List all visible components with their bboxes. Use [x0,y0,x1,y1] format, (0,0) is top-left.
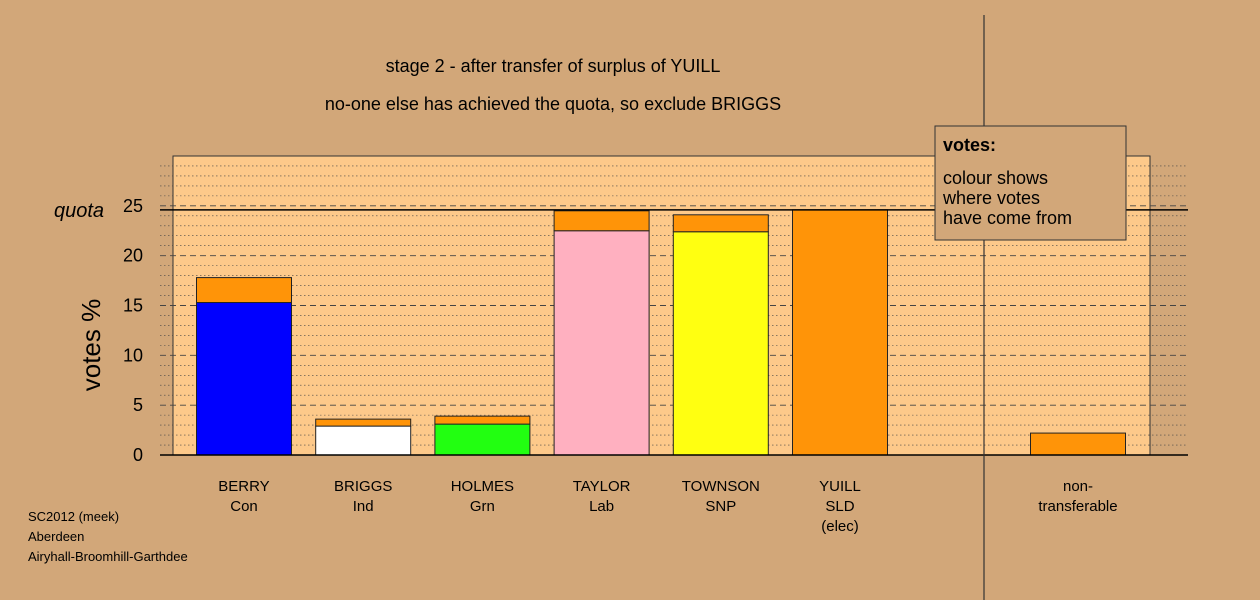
category-label-nontransferable: non- [1063,478,1093,495]
y-tick-label: 20 [123,246,143,266]
category-label: TAYLOR [573,478,631,495]
category-label: HOLMES [451,478,514,495]
category-label: (elec) [821,518,859,535]
bar-own-yuill [792,209,888,456]
y-tick-label: 10 [123,345,143,365]
category-label: Ind [353,498,374,515]
chart-subtitle: no-one else has achieved the quota, so e… [325,94,781,114]
legend-title: votes: [943,135,996,155]
bar-own-townson [672,231,769,456]
category-label: BERRY [218,478,269,495]
bar-transfer-taylor [553,210,650,232]
bar-transfer-townson [672,214,769,233]
footer-line-1: SC2012 (meek) [28,509,119,524]
bar-transfer-briggs [315,418,412,427]
y-tick-label: 25 [123,196,143,216]
category-label: BRIGGS [334,478,392,495]
y-tick-label: 0 [133,445,143,465]
bar-own-taylor [553,230,650,456]
footer-line-3: Airyhall-Broomhill-Garthdee [28,549,188,564]
category-label: YUILL [819,478,861,495]
category-label: SNP [705,498,736,515]
bars [196,209,1126,456]
legend-box [934,125,1127,241]
category-label: Grn [470,498,495,515]
y-tick-label: 5 [133,395,143,415]
legend-line-2: where votes [942,188,1040,208]
y-tick-label: 15 [123,296,143,316]
category-label: SLD [825,498,854,515]
y-axis-label: votes % [76,299,106,392]
bar-own-briggs [315,425,412,456]
chart-title: stage 2 - after transfer of surplus of Y… [386,56,721,76]
quota-label: quota [54,200,104,222]
bar-own-holmes [434,423,531,456]
category-label: TOWNSON [682,478,760,495]
bar-transfer-holmes [434,415,531,425]
legend-line-3: have come from [943,208,1072,228]
y-tick-labels: 0 5 10 15 20 25 [123,196,143,465]
bar-transfer-berry [196,277,292,304]
legend: votes: colour shows where votes have com… [934,125,1127,241]
category-label-nontransferable: transferable [1038,498,1117,515]
x-category-labels: BERRY Con BRIGGS Ind HOLMES Grn TAYLOR Lab TOWNS… [218,478,1117,535]
bar-own-berry [196,302,292,456]
category-label: Lab [589,498,614,515]
legend-line-1: colour shows [943,168,1048,188]
footer-line-2: Aberdeen [28,529,84,544]
bar-nontransferable [1030,432,1126,456]
category-label: Con [230,498,258,515]
